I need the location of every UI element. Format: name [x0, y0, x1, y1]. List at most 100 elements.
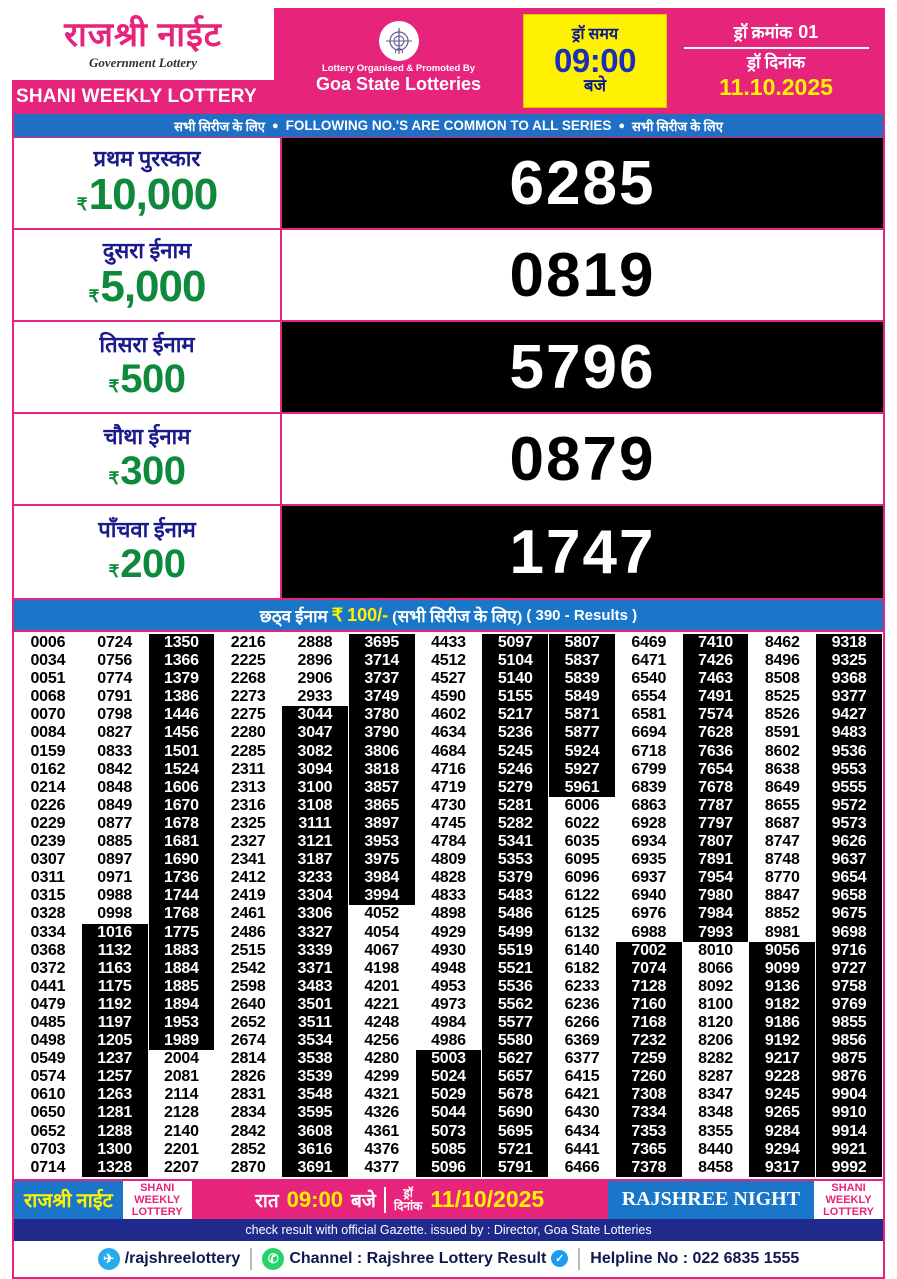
whatsapp-icon[interactable]: ✆ [262, 1247, 285, 1270]
result-number: 1281 [81, 1104, 148, 1123]
result-number: 1386 [148, 688, 215, 707]
winning-number: 0819 [282, 230, 883, 320]
common-strip-center: FOLLOWING NO.'S ARE COMMON TO ALL SERIES [285, 118, 612, 133]
result-number: 3695 [348, 634, 415, 653]
result-number: 6466 [549, 1158, 615, 1177]
result-number: 2341 [215, 851, 282, 870]
result-number: 2268 [215, 670, 282, 689]
result-number: 3616 [282, 1140, 348, 1159]
result-number: 8655 [749, 796, 816, 815]
result-number: 9325 [816, 652, 882, 671]
result-number: 9875 [816, 1050, 882, 1069]
result-number: 5282 [482, 814, 549, 834]
result-number: 6976 [615, 905, 682, 924]
result-number: 1366 [148, 652, 215, 671]
result-number: 1894 [148, 995, 215, 1014]
result-number: 5085 [415, 1140, 482, 1159]
result-number: 2285 [215, 742, 282, 761]
result-number: 8100 [682, 995, 749, 1014]
result-number: 5236 [482, 724, 549, 743]
result-number: 7628 [682, 724, 749, 743]
result-number: 0307 [15, 851, 81, 870]
result-number: 8440 [682, 1140, 749, 1159]
prize-label-cell: तिसरा ईनाम ₹ 500 [14, 322, 282, 412]
result-number: 5499 [482, 923, 549, 942]
common-series-strip: सभी सिरीज के लिए ● FOLLOWING NO.'S ARE C… [12, 114, 885, 138]
result-number: 0372 [15, 959, 81, 978]
result-number: 1446 [148, 706, 215, 725]
telegram-handle[interactable]: /rajshreelottery [124, 1249, 241, 1267]
result-number: 5837 [549, 652, 615, 671]
result-number: 8847 [749, 887, 816, 906]
result-number: 1300 [81, 1140, 148, 1159]
result-number: 0885 [81, 833, 148, 852]
result-number: 2652 [215, 1013, 282, 1033]
result-number: 3501 [282, 995, 348, 1014]
whatsapp-channel-text[interactable]: Channel : Rajshree Lottery Result [289, 1249, 547, 1267]
result-number: 1016 [81, 923, 148, 942]
result-number: 1205 [81, 1032, 148, 1051]
result-number: 8458 [682, 1158, 749, 1177]
result-number: 0051 [15, 670, 81, 689]
results-column: 7410 7426 7463 7491 7574 7628 7636 7654 7678 7787… [682, 634, 749, 1177]
result-number: 9727 [816, 959, 882, 978]
brand-tagline: Government Lottery [89, 55, 197, 71]
result-number: 2327 [215, 833, 282, 852]
result-number: 1989 [148, 1032, 215, 1051]
result-number: 1328 [81, 1158, 148, 1177]
result-number: 0724 [81, 634, 148, 653]
result-number: 4256 [348, 1032, 415, 1051]
result-number: 9654 [816, 869, 882, 888]
result-number: 4321 [348, 1086, 415, 1105]
result-number: 3595 [282, 1104, 348, 1123]
result-number: 2852 [215, 1140, 282, 1159]
result-number: 4377 [348, 1158, 415, 1177]
result-number: 0610 [15, 1086, 81, 1105]
shani-line-2: WEEKLY [825, 1193, 872, 1206]
result-number: 0791 [81, 688, 148, 707]
common-strip-left: सभी सिरीज के लिए [174, 118, 265, 134]
result-number: 7426 [682, 652, 749, 671]
result-number: 8348 [682, 1104, 749, 1123]
result-number: 3975 [348, 851, 415, 870]
result-number: 1163 [81, 959, 148, 978]
shani-line-3: LOTTERY [823, 1205, 874, 1218]
result-number: 9910 [816, 1104, 882, 1123]
result-number: 5536 [482, 977, 549, 996]
result-number: 3897 [348, 814, 415, 834]
result-number: 8206 [682, 1032, 749, 1051]
result-number: 3327 [282, 923, 348, 942]
result-number: 7365 [615, 1140, 682, 1159]
result-number: 5024 [415, 1068, 482, 1087]
result-number: 8649 [749, 778, 816, 797]
result-number: 1681 [148, 833, 215, 852]
telegram-icon[interactable]: ✈ [97, 1247, 120, 1270]
result-number: 1263 [81, 1086, 148, 1105]
result-number: 2273 [215, 688, 282, 707]
result-number: 3371 [282, 959, 348, 978]
prize-name: प्रथम पुरस्कार [93, 145, 201, 171]
result-number: 3108 [282, 796, 348, 815]
rupee-icon: ₹ [76, 195, 88, 215]
result-number: 0842 [81, 760, 148, 779]
result-number: 2313 [215, 778, 282, 797]
helpline-number: Helpline No : 022 6835 1555 [590, 1249, 800, 1267]
result-number: 0650 [15, 1104, 81, 1123]
result-number: 2826 [215, 1068, 282, 1087]
telegram-group[interactable]: ✈ /rajshreelottery [97, 1247, 241, 1270]
result-number: 5029 [415, 1086, 482, 1105]
results-grid: 0006 0034 0051 0068 0070 0084 0159 0162 0214 0226… [15, 634, 882, 1177]
result-number: 5245 [482, 742, 549, 761]
result-number: 3100 [282, 778, 348, 797]
result-number: 3233 [282, 869, 348, 888]
result-number: 6839 [615, 778, 682, 797]
result-number: 0897 [81, 851, 148, 870]
brand-logo: राजश्री नाईट Government Lottery [12, 8, 274, 80]
result-number: 1883 [148, 941, 215, 960]
winning-number: 6285 [282, 138, 883, 228]
result-number: 5577 [482, 1013, 549, 1033]
draw-time-value: 09:00 [554, 41, 636, 79]
result-number: 3082 [282, 742, 348, 761]
result-number: 5341 [482, 833, 549, 852]
whatsapp-group[interactable]: ✆ Channel : Rajshree Lottery Result ✓ [262, 1247, 569, 1270]
